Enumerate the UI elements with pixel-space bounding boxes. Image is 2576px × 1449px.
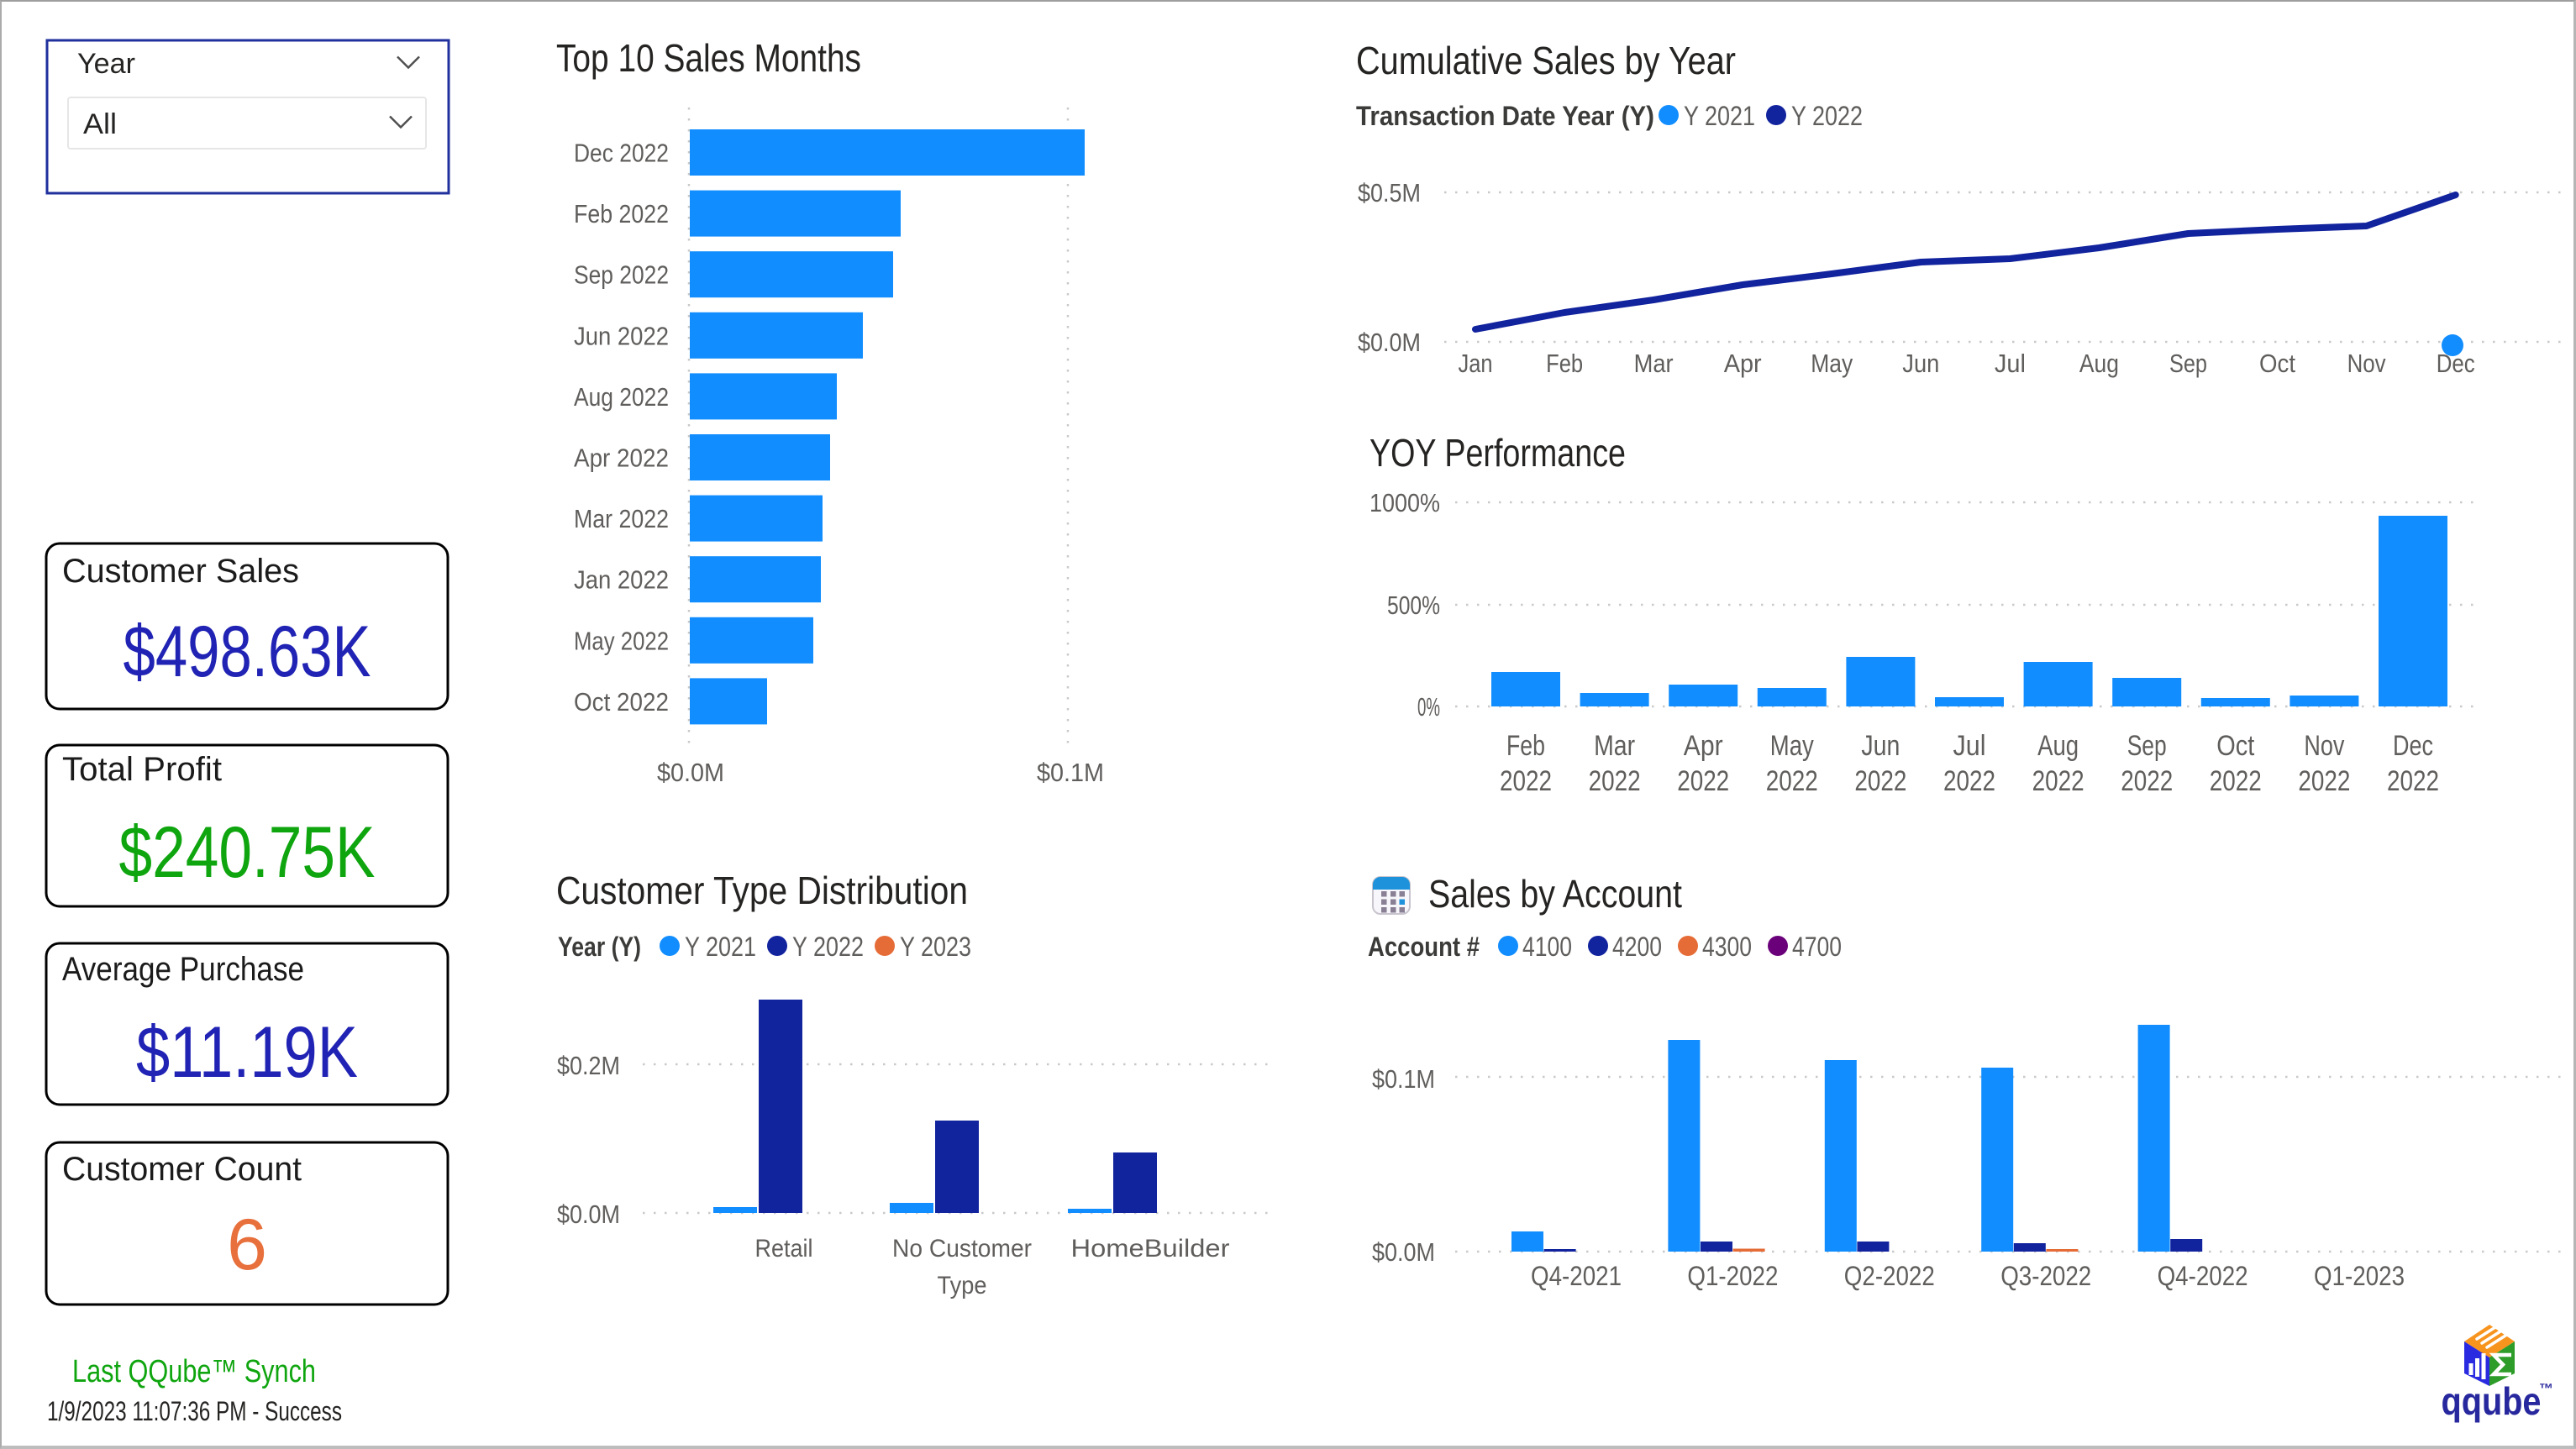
- svg-text:$0.1M: $0.1M: [1037, 758, 1104, 787]
- svg-text:HomeBuilder: HomeBuilder: [1071, 1235, 1230, 1263]
- svg-text:Q4-2021: Q4-2021: [1531, 1261, 1622, 1291]
- svg-text:2022: 2022: [2387, 765, 2439, 797]
- svg-text:2022: 2022: [1500, 765, 1552, 797]
- svg-text:Jun 2022: Jun 2022: [574, 321, 669, 350]
- svg-text:Type: Type: [938, 1272, 987, 1299]
- svg-text:2022: 2022: [1766, 765, 1818, 797]
- svg-text:2022: 2022: [2210, 765, 2262, 797]
- svg-text:Dec: Dec: [2393, 730, 2433, 762]
- svg-text:$0.1M: $0.1M: [1372, 1064, 1435, 1094]
- svg-text:Mar 2022: Mar 2022: [574, 504, 669, 533]
- svg-text:YOY Performance: YOY Performance: [1369, 431, 1626, 475]
- svg-text:4300: 4300: [1702, 932, 1752, 962]
- svg-text:$0.2M: $0.2M: [557, 1051, 620, 1080]
- svg-text:All: All: [83, 108, 117, 140]
- svg-text:Mar: Mar: [1594, 730, 1635, 762]
- svg-text:Average Purchase: Average Purchase: [62, 951, 304, 988]
- svg-text:1000%: 1000%: [1369, 488, 1440, 517]
- svg-text:Dec 2022: Dec 2022: [574, 139, 669, 168]
- svg-text:0%: 0%: [1417, 692, 1440, 722]
- svg-text:$0.0M: $0.0M: [1372, 1237, 1435, 1267]
- svg-text:Jun: Jun: [1902, 349, 1939, 378]
- svg-text:Y 2021: Y 2021: [685, 932, 756, 962]
- svg-text:6: 6: [227, 1205, 267, 1285]
- svg-text:2022: 2022: [2032, 765, 2084, 797]
- svg-text:Jan 2022: Jan 2022: [574, 565, 669, 595]
- svg-text:Feb: Feb: [1506, 730, 1545, 762]
- svg-text:2022: 2022: [1943, 765, 1995, 797]
- svg-text:Feb: Feb: [1546, 349, 1583, 378]
- svg-text:2022: 2022: [2121, 765, 2173, 797]
- svg-text:4700: 4700: [1792, 932, 1842, 962]
- svg-text:Aug: Aug: [2079, 349, 2119, 378]
- svg-text:Jan: Jan: [1459, 349, 1493, 378]
- svg-text:$240.75K: $240.75K: [119, 812, 376, 893]
- svg-text:Q3-2022: Q3-2022: [2000, 1261, 2091, 1291]
- svg-text:Customer Type Distribution: Customer Type Distribution: [556, 869, 968, 912]
- svg-text:Aug: Aug: [2037, 730, 2079, 762]
- svg-text:Y 2021: Y 2021: [1684, 101, 1755, 131]
- svg-text:$498.63K: $498.63K: [124, 612, 371, 692]
- svg-text:No Customer: No Customer: [892, 1235, 1032, 1263]
- svg-text:Transaction Date Year (Y): Transaction Date Year (Y): [1356, 101, 1654, 131]
- svg-text:Sales by Account: Sales by Account: [1428, 872, 1682, 916]
- svg-text:$11.19K: $11.19K: [136, 1012, 358, 1093]
- svg-text:$0.5M: $0.5M: [1358, 178, 1421, 207]
- svg-text:$0.0M: $0.0M: [1358, 328, 1421, 357]
- svg-text:Retail: Retail: [755, 1235, 813, 1263]
- svg-text:Aug 2022: Aug 2022: [574, 382, 669, 412]
- svg-text:Customer Sales: Customer Sales: [62, 553, 299, 590]
- svg-text:Sep 2022: Sep 2022: [574, 260, 669, 290]
- svg-text:Feb 2022: Feb 2022: [574, 199, 669, 228]
- svg-text:Year (Y): Year (Y): [558, 932, 641, 962]
- svg-text:Apr: Apr: [1684, 730, 1723, 762]
- svg-text:4100: 4100: [1522, 932, 1572, 962]
- svg-text:$0.0M: $0.0M: [557, 1200, 620, 1229]
- svg-text:Sep: Sep: [2127, 730, 2167, 762]
- svg-text:2022: 2022: [1677, 765, 1729, 797]
- svg-text:Jul: Jul: [1953, 730, 1986, 762]
- svg-text:2022: 2022: [1854, 765, 1906, 797]
- svg-text:May: May: [1770, 730, 1814, 762]
- svg-text:4200: 4200: [1612, 932, 1662, 962]
- svg-text:Apr: Apr: [1724, 349, 1762, 378]
- svg-text:May: May: [1811, 349, 1853, 378]
- svg-text:Mar: Mar: [1634, 349, 1674, 378]
- svg-text:Year: Year: [77, 48, 135, 80]
- svg-text:Oct: Oct: [2259, 349, 2295, 378]
- svg-text:Nov: Nov: [2347, 349, 2386, 378]
- svg-text:Jun: Jun: [1861, 730, 1900, 762]
- svg-text:May 2022: May 2022: [574, 626, 669, 655]
- svg-text:Total Profit: Total Profit: [62, 751, 222, 788]
- svg-text:500%: 500%: [1387, 591, 1440, 620]
- svg-text:Last QQube™ Synch: Last QQube™ Synch: [72, 1354, 316, 1389]
- svg-text:Y 2022: Y 2022: [1791, 101, 1863, 131]
- svg-text:Y 2023: Y 2023: [900, 932, 971, 962]
- svg-text:Q4-2022: Q4-2022: [2158, 1261, 2248, 1291]
- svg-text:™: ™: [2539, 1381, 2553, 1397]
- svg-text:Q1-2023: Q1-2023: [2314, 1261, 2405, 1291]
- svg-text:Oct 2022: Oct 2022: [574, 687, 669, 717]
- svg-text:Q2-2022: Q2-2022: [1844, 1261, 1935, 1291]
- svg-text:$0.0M: $0.0M: [657, 758, 724, 787]
- svg-text:Oct: Oct: [2216, 730, 2254, 762]
- svg-text:Top 10 Sales Months: Top 10 Sales Months: [556, 36, 861, 80]
- svg-text:Y 2022: Y 2022: [792, 932, 864, 962]
- svg-text:Jul: Jul: [1995, 349, 2026, 378]
- svg-text:Sep: Sep: [2169, 349, 2207, 378]
- svg-text:Q1-2022: Q1-2022: [1687, 1261, 1778, 1291]
- svg-text:Cumulative Sales by Year: Cumulative Sales by Year: [1356, 39, 1736, 82]
- svg-text:Customer Count: Customer Count: [62, 1151, 302, 1188]
- svg-text:Nov: Nov: [2304, 730, 2344, 762]
- svg-text:qqube: qqube: [2442, 1379, 2542, 1423]
- svg-text:Account #: Account #: [1368, 932, 1480, 962]
- svg-text:1/9/2023 11:07:36 PM - Success: 1/9/2023 11:07:36 PM - Success: [47, 1396, 342, 1426]
- svg-text:2022: 2022: [1589, 765, 1641, 797]
- svg-text:Apr 2022: Apr 2022: [574, 444, 669, 473]
- svg-text:2022: 2022: [2298, 765, 2350, 797]
